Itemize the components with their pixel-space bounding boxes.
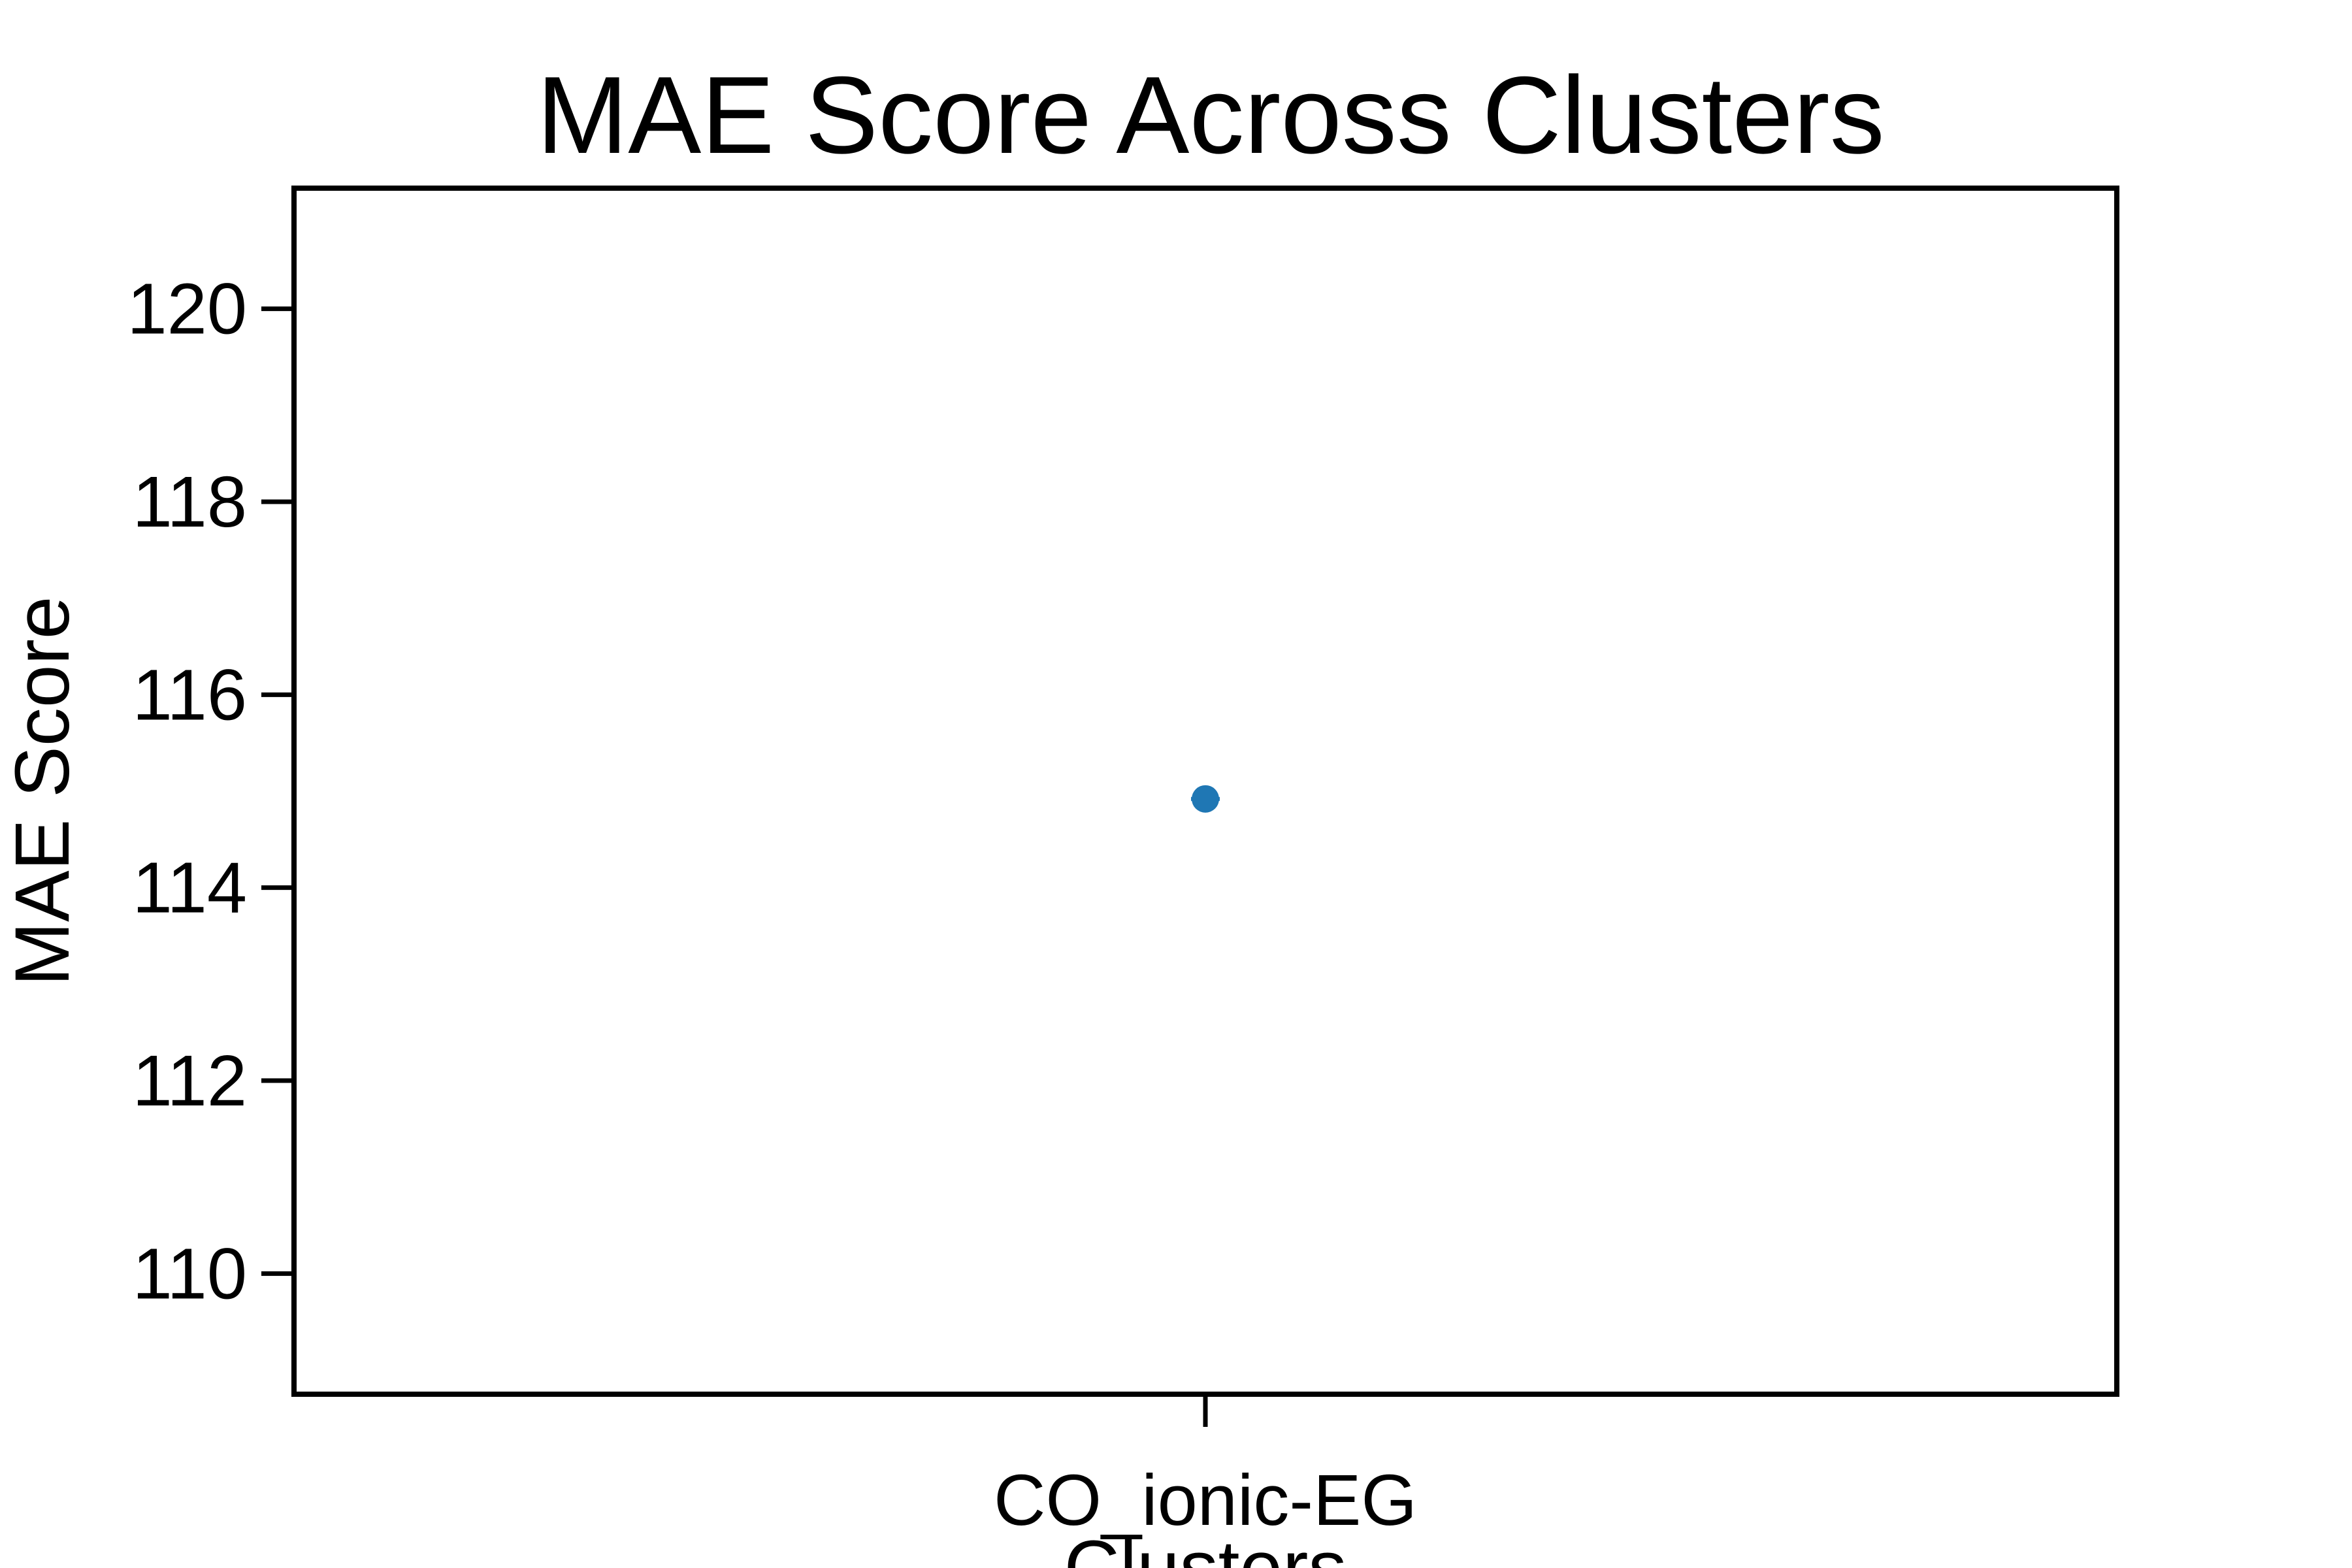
y-axis-label: MAE Score: [0, 596, 86, 987]
y-tick-label: 118: [133, 462, 247, 542]
data-points: [1191, 785, 1220, 813]
y-tick-label: 116: [133, 655, 247, 735]
y-tick-label: 110: [133, 1233, 247, 1314]
y-axis: 110 112 114 116 118 120: [127, 269, 294, 1314]
chart-title: MAE Score Across Clusters: [536, 54, 1884, 176]
y-tick-label: 114: [133, 848, 247, 928]
y-tick-label: 120: [127, 269, 247, 350]
x-axis-label: Clusters: [1064, 1525, 1347, 1568]
x-axis: CO_ionic-EG: [994, 1394, 1417, 1541]
y-tick-label: 112: [133, 1041, 247, 1121]
data-point: [1192, 785, 1219, 813]
x-tick-label: CO_ionic-EG: [994, 1460, 1417, 1541]
